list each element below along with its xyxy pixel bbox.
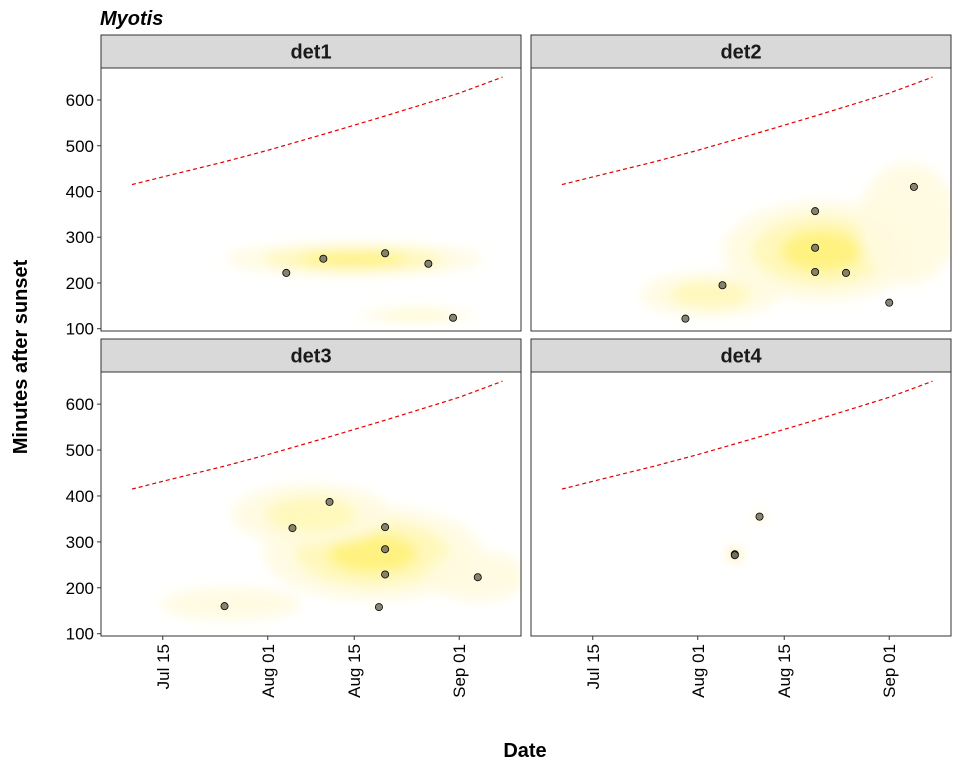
density-layer — [161, 484, 521, 621]
facet-strip — [100, 338, 522, 373]
x-tick-label: Aug 15 — [775, 644, 794, 698]
y-tick-label: 500 — [66, 137, 94, 156]
data-point — [811, 267, 820, 276]
data-point — [811, 207, 820, 216]
panel-border — [100, 371, 522, 637]
density-contour — [161, 587, 300, 621]
density-layer — [640, 163, 951, 317]
data-point — [449, 313, 458, 322]
panel-border — [100, 67, 522, 332]
facet-panels: det1 100 200 300 400 500 600 det2 det3 100 200 300 4… — [66, 34, 952, 698]
data-point — [811, 243, 820, 252]
panel-det4: det4 Jul 15 Aug 01 Aug 15 Sep 01 — [530, 338, 952, 698]
y-tick-label: 400 — [66, 487, 94, 506]
data-point — [909, 182, 918, 191]
x-tick-label: Sep 01 — [880, 644, 899, 698]
y-axis-title: Minutes after sunset — [10, 259, 32, 454]
facet-label: det4 — [720, 346, 762, 368]
x-tick-label: Jul 15 — [154, 644, 173, 689]
y-tick-label: 200 — [66, 274, 94, 293]
data-point — [718, 281, 727, 290]
facet-strip — [100, 34, 522, 69]
data-point — [381, 570, 390, 579]
chart-title: Myotis — [100, 8, 163, 30]
panel-det2: det2 — [530, 34, 952, 332]
sunrise-line — [131, 76, 503, 186]
data-point — [381, 545, 390, 554]
sunrise-line — [131, 380, 503, 490]
density-contour — [301, 252, 408, 266]
density-contour — [858, 163, 951, 284]
y-tick-label: 500 — [66, 441, 94, 460]
data-point — [381, 523, 390, 532]
facet-label: det3 — [290, 346, 331, 368]
data-point — [730, 551, 739, 560]
data-point — [681, 314, 690, 323]
plot-background — [101, 68, 521, 331]
density-layer — [225, 242, 483, 321]
y-tick-label: 400 — [66, 182, 94, 201]
density-contour — [780, 230, 862, 272]
y-tick-label: 200 — [66, 579, 94, 598]
facet-label: det1 — [290, 42, 331, 64]
panel-border — [530, 67, 952, 332]
y-tick-label: 600 — [66, 91, 94, 110]
density-contour — [381, 311, 451, 319]
y-tick-label: 100 — [66, 320, 94, 339]
data-point — [885, 298, 894, 307]
x-tick-label: Sep 01 — [450, 644, 469, 698]
density-contour — [669, 281, 751, 308]
density-contour — [264, 496, 358, 533]
panel-border — [530, 371, 952, 637]
data-point — [842, 268, 851, 277]
data-point — [325, 497, 334, 506]
x-tick-label: Aug 01 — [259, 644, 278, 698]
panel-det3: det3 100 200 300 400 500 600 Jul 15 Aug 01 Aug 15… — [66, 338, 522, 698]
x-tick-label: Aug 01 — [689, 644, 708, 698]
data-point — [473, 573, 482, 582]
data-point — [220, 602, 229, 611]
data-point — [282, 268, 291, 277]
data-point — [381, 249, 390, 258]
sunrise-line — [561, 380, 933, 490]
y-tick-label: 300 — [66, 228, 94, 247]
panel-det1: det1 100 200 300 400 500 600 — [66, 34, 522, 339]
y-tick-label: 600 — [66, 395, 94, 414]
data-point — [755, 512, 764, 521]
density-contour — [328, 534, 418, 573]
data-point — [374, 603, 383, 612]
data-point — [424, 259, 433, 268]
sunrise-line — [561, 76, 933, 186]
facet-strip — [530, 34, 952, 69]
data-point — [319, 254, 328, 263]
y-tick-label: 300 — [66, 533, 94, 552]
x-axis-title: Date — [503, 740, 546, 762]
data-point — [288, 524, 297, 533]
y-tick-label: 100 — [66, 625, 94, 644]
x-tick-label: Jul 15 — [584, 644, 603, 689]
x-tick-label: Aug 15 — [345, 644, 364, 698]
facet-label: det2 — [720, 42, 761, 64]
plot-background — [531, 372, 951, 636]
facet-strip — [530, 338, 952, 373]
